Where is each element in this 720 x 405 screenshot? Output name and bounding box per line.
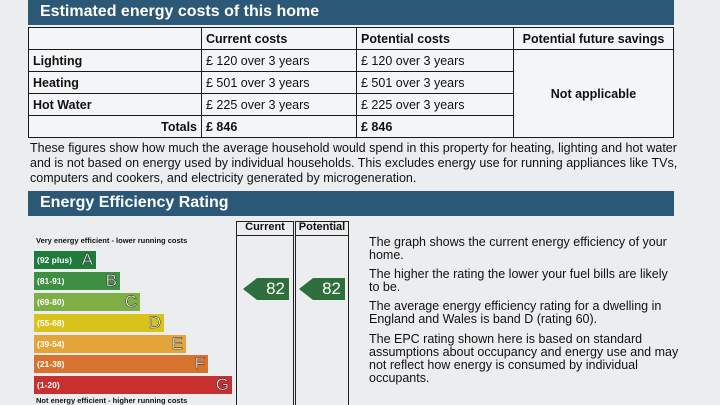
header-potential-costs: Potential costs xyxy=(356,27,514,50)
band-range: (81-91) xyxy=(37,276,65,286)
potential-column-header: Potential xyxy=(295,221,349,236)
info-paragraph: The average energy efficiency rating for… xyxy=(369,299,662,326)
band-letter: A xyxy=(81,250,93,270)
band-c: (69-80) C xyxy=(34,292,140,312)
band-range: (69-80) xyxy=(37,297,65,307)
info-paragraph: The graph shows the current energy effic… xyxy=(369,235,667,262)
band-g: (1-20) G xyxy=(34,375,232,395)
row-label: Hot Water xyxy=(28,93,202,116)
table-row: Lighting £ 120 over 3 years £ 120 over 3… xyxy=(28,49,674,138)
potential-column xyxy=(295,221,349,405)
row-potential: £ 501 over 3 years xyxy=(356,71,514,94)
row-label: Heating xyxy=(28,71,202,94)
band-d: (55-68) D xyxy=(34,313,164,333)
band-letter: C xyxy=(124,292,137,312)
band-range: (21-38) xyxy=(37,359,65,369)
band-range: (39-54) xyxy=(37,339,65,349)
efficient-label: Very energy efficient - lower running co… xyxy=(36,236,188,245)
band-letter: G xyxy=(215,375,230,395)
energy-costs-table: Current costs Potential costs Potential … xyxy=(28,27,674,138)
band-letter: B xyxy=(105,271,117,291)
costs-section-title: Estimated energy costs of this home xyxy=(28,0,674,25)
row-current: £ 501 over 3 years xyxy=(201,71,357,94)
row-potential: £ 120 over 3 years xyxy=(356,49,514,72)
current-column xyxy=(236,221,294,405)
costs-description: These figures show how much the average … xyxy=(30,141,678,185)
header-current-costs: Current costs xyxy=(201,27,357,50)
band-f: (21-38) F xyxy=(34,354,208,374)
current-column-header: Current xyxy=(236,221,294,236)
band-e: (39-54) E xyxy=(34,334,186,354)
band-letter: D xyxy=(148,313,161,333)
info-paragraph: The higher the rating the lower your fue… xyxy=(369,267,668,294)
band-b: (81-91) B xyxy=(34,271,120,291)
potential-rating-arrow: 82 xyxy=(299,278,345,300)
totals-row: Totals £ 846 £ 846 xyxy=(28,115,674,138)
savings-value: Not applicable xyxy=(513,49,674,138)
row-potential: £ 225 over 3 years xyxy=(356,93,514,116)
header-potential-savings: Potential future savings xyxy=(513,27,674,50)
info-paragraph: The EPC rating shown here is based on st… xyxy=(369,332,679,385)
row-current: £ 225 over 3 years xyxy=(201,93,357,116)
table-row: Hot Water £ 225 over 3 years £ 225 over … xyxy=(28,93,674,116)
rating-section-title: Energy Efficiency Rating xyxy=(28,191,674,216)
totals-label: Totals xyxy=(28,115,202,138)
row-current: £ 120 over 3 years xyxy=(201,49,357,72)
totals-potential: £ 846 xyxy=(356,115,514,138)
row-label: Lighting xyxy=(28,49,202,72)
inefficient-label: Not energy efficient - higher running co… xyxy=(36,396,188,405)
table-header-row: Current costs Potential costs Potential … xyxy=(28,27,674,50)
band-letter: E xyxy=(171,334,183,354)
band-range: (55-68) xyxy=(37,318,65,328)
current-rating-arrow: 82 xyxy=(243,278,289,300)
header-blank xyxy=(28,27,202,50)
totals-current: £ 846 xyxy=(201,115,357,138)
band-range: (92 plus) xyxy=(37,255,72,265)
band-range: (1-20) xyxy=(37,380,60,390)
band-a: (92 plus) A xyxy=(34,250,96,270)
band-letter: F xyxy=(194,354,205,374)
